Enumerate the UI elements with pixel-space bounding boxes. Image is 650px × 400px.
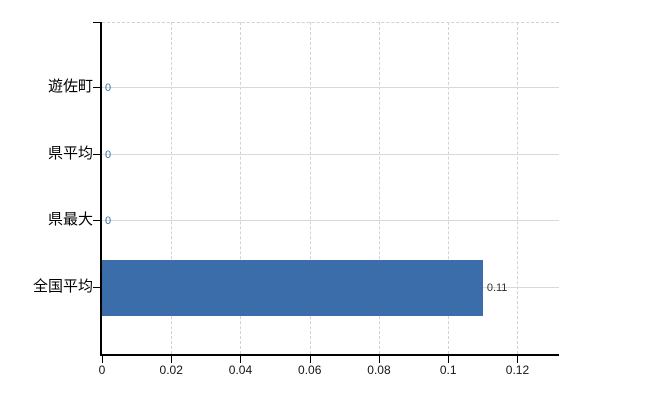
gridline-vertical xyxy=(171,22,173,354)
category-label: 県最大 xyxy=(47,211,93,229)
x-tick-label: 0 xyxy=(98,363,106,377)
x-axis-tick xyxy=(448,356,450,363)
x-tick-label: 0.04 xyxy=(228,363,253,377)
category-label: 全国平均 xyxy=(32,277,93,295)
y-axis-tick xyxy=(93,153,100,155)
x-tick-label: 0.08 xyxy=(367,363,391,377)
bar-value-label: 0.11 xyxy=(486,281,508,294)
gridline-vertical xyxy=(448,22,450,354)
x-tick-label: 0.06 xyxy=(298,363,322,377)
x-axis-tick xyxy=(171,356,173,363)
bar-value-label: 0 xyxy=(105,148,112,161)
x-axis-tick xyxy=(309,356,311,363)
x-axis-tick xyxy=(102,356,103,363)
x-tick-label: 0.12 xyxy=(505,363,530,377)
gridline-vertical xyxy=(309,22,311,354)
category-label: 県平均 xyxy=(47,144,93,162)
x-axis-tick xyxy=(240,356,242,363)
category-label: 遊佐町 xyxy=(47,78,93,96)
gridline-vertical xyxy=(378,22,380,354)
gridline-horizontal xyxy=(102,153,559,155)
gridline-horizontal xyxy=(102,87,559,89)
x-tick-label: 0.1 xyxy=(439,363,457,377)
gridline-vertical xyxy=(517,22,519,354)
x-axis-tick xyxy=(378,356,380,363)
bar-value-label: 0 xyxy=(105,215,112,228)
y-axis-tick xyxy=(93,22,100,23)
y-axis-tick xyxy=(93,87,100,89)
plot-area: 0 0 0 0.11 xyxy=(93,22,559,363)
y-axis-tick xyxy=(93,286,100,288)
x-tick-label: 0.02 xyxy=(159,363,183,377)
gridline-horizontal xyxy=(102,220,559,222)
x-axis-tick xyxy=(517,356,519,363)
y-axis-tick xyxy=(93,220,100,222)
bar xyxy=(102,259,483,316)
gridline-top xyxy=(102,22,559,23)
bar-value-label: 0 xyxy=(105,82,112,95)
gridline-vertical xyxy=(240,22,242,354)
